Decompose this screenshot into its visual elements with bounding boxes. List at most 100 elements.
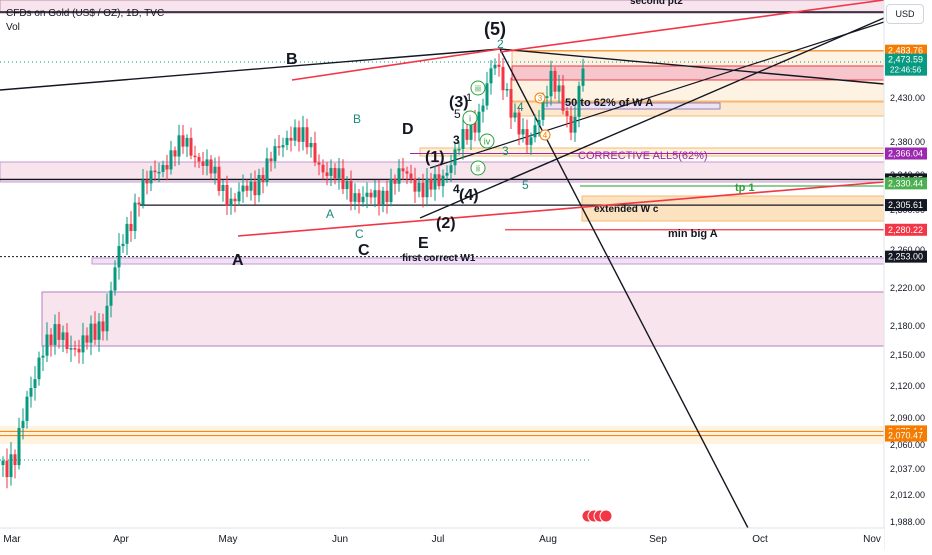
candle-body <box>81 335 85 353</box>
trend-black-up <box>419 17 885 219</box>
candle-body <box>569 116 573 133</box>
wave-label-roman-1: i <box>469 114 471 124</box>
wave-label-big-d: D <box>402 121 414 138</box>
candle-body <box>417 182 421 192</box>
candle-body <box>317 162 321 165</box>
y-tick-label: 2,380.00 <box>890 137 925 147</box>
candle-body <box>265 158 269 183</box>
candle-body <box>65 332 69 349</box>
candle-body <box>13 454 17 466</box>
candle-body <box>193 155 197 158</box>
candle-body <box>457 148 461 151</box>
x-tick-label: Jul <box>432 534 445 545</box>
currency-button[interactable]: USD <box>886 4 924 24</box>
candle-body <box>141 179 145 205</box>
y-tick-label: 2,220.00 <box>890 283 925 293</box>
annotation-corrective: CORRECTIVE ALL5(62%) <box>578 150 708 162</box>
candle-body <box>345 180 349 190</box>
candle-body <box>473 121 477 133</box>
candle-body <box>61 332 65 340</box>
candle-body <box>381 190 385 206</box>
candle-body <box>509 88 513 118</box>
price-tag-label: 2,330.44 <box>888 178 923 188</box>
price-tag-sublabel: 22:46:56 <box>890 66 922 75</box>
candle-body <box>501 66 505 91</box>
price-tag-bg <box>885 199 927 212</box>
candle-body <box>525 129 529 145</box>
candle-body <box>257 174 261 196</box>
wave-label-s2: 2 <box>497 37 504 51</box>
x-tick-label: Apr <box>113 534 129 545</box>
x-tick-label: Mar <box>3 534 21 545</box>
candle-body <box>289 137 293 141</box>
wave-label-w1: (1) <box>425 149 445 166</box>
price-tag-label: 2,483.76 <box>888 46 923 56</box>
trend-red-b <box>291 48 501 81</box>
candle-body <box>429 178 433 190</box>
candle-body <box>313 142 317 163</box>
candle-body <box>513 112 517 118</box>
candle-body <box>401 168 405 172</box>
candle-body <box>341 168 345 190</box>
candle-body <box>309 142 313 148</box>
price-tag-label: 2,473.59 <box>888 55 923 65</box>
candle-body <box>117 246 121 268</box>
candle-body <box>17 427 21 466</box>
candle-body <box>521 129 525 135</box>
volume-label: Vol <box>6 22 20 33</box>
candle-body <box>225 184 229 206</box>
wave-circle-2 <box>479 133 495 149</box>
x-tick-label: Sep <box>649 534 667 545</box>
x-tick-label: May <box>219 534 238 545</box>
price-tag-bg <box>885 223 927 236</box>
orange-label-1: 4 <box>543 131 548 140</box>
candle-body <box>285 137 289 146</box>
candle-body <box>93 323 97 340</box>
candle-body <box>129 223 133 232</box>
wave-label-w2: (2) <box>436 215 456 232</box>
candle-body <box>329 168 333 176</box>
candle-body <box>293 127 297 141</box>
wave-label-s4b: 4 <box>453 182 460 196</box>
x-tick-label: Jun <box>332 534 348 545</box>
trend-red-upper <box>499 0 885 53</box>
annotation-first-correct: first correct W1 <box>402 253 476 264</box>
candle-body <box>389 178 393 203</box>
y-tick-label: 1,988.00 <box>890 517 925 527</box>
candle-body <box>57 324 61 340</box>
candle-body <box>565 110 569 117</box>
x-tick-label: Oct <box>752 534 768 545</box>
candle-body <box>1 460 5 466</box>
y-tick-label: 2,060.00 <box>890 440 925 450</box>
candle-body <box>249 181 253 191</box>
price-axis-bg <box>884 0 932 550</box>
candle-body <box>73 348 77 350</box>
candle-body <box>405 171 409 174</box>
candle-body <box>41 355 45 358</box>
candle-body <box>441 175 445 187</box>
y-tick-label: 2,180.00 <box>890 321 925 331</box>
candle-body <box>577 85 581 117</box>
candle-body <box>561 85 565 111</box>
trend-red-lower <box>237 181 885 237</box>
candle-body <box>237 191 241 202</box>
candle-body <box>537 119 541 126</box>
candle-body <box>353 193 357 202</box>
candle-body <box>145 179 149 184</box>
wave-label-small-b: B <box>353 112 361 126</box>
candle-body <box>97 321 101 340</box>
candle-body <box>437 174 441 187</box>
candle-body <box>29 388 33 397</box>
candle-body <box>277 146 281 148</box>
candle-body <box>205 159 209 166</box>
candle-body <box>549 70 553 97</box>
candle-body <box>53 324 57 345</box>
candle-body <box>553 70 557 92</box>
wave-label-roman-0: iii <box>475 84 481 94</box>
x-tick-label: Nov <box>863 534 881 545</box>
candle-body <box>453 149 457 166</box>
candle-body <box>37 357 41 380</box>
wave-label-big-e: E <box>418 235 429 252</box>
candle-body <box>33 379 37 389</box>
